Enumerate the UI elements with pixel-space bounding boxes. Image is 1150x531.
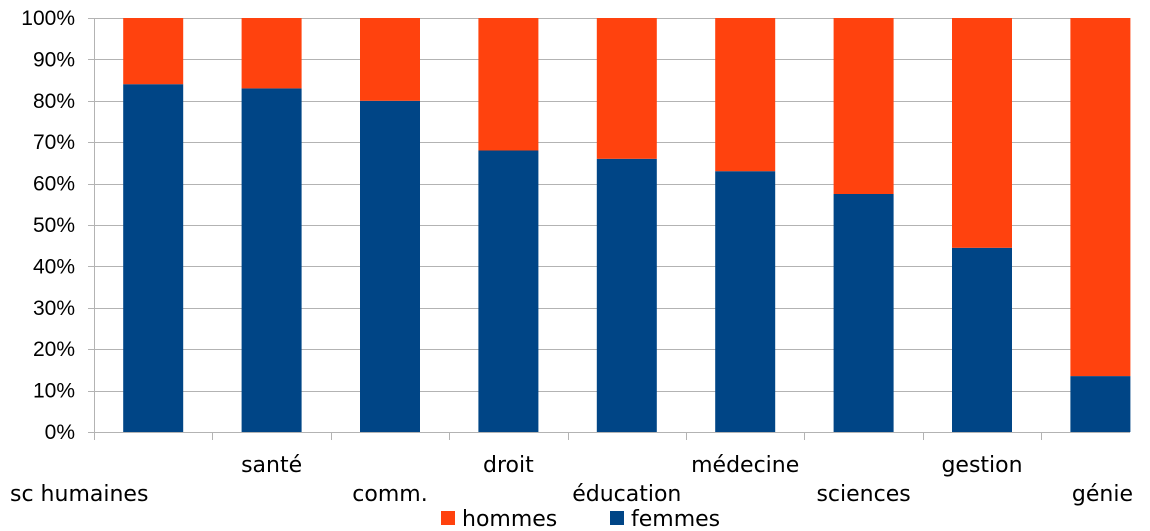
legend: hommes femmes [441, 507, 720, 531]
legend-label-hommes: hommes [462, 507, 557, 531]
y-axis-tick-labels: 0% 10% 20% 30% 40% 50% 60% 70% 80% 90% 100% [21, 7, 75, 444]
y-tick-label: 50% [33, 214, 75, 237]
y-tick-label: 10% [33, 380, 75, 403]
legend-label-femmes: femmes [631, 507, 720, 531]
y-tick-label: 100% [21, 7, 75, 30]
y-tick-label: 90% [33, 48, 75, 71]
x-category-label: santé [241, 453, 302, 478]
legend-swatch-femmes [610, 511, 624, 525]
bar-hommes [596, 18, 657, 159]
bar-hommes [478, 18, 539, 151]
bar-hommes [241, 18, 302, 89]
bars [123, 18, 1131, 433]
y-tick-label: 80% [33, 90, 75, 113]
axes [88, 18, 1130, 440]
y-tick-label: 60% [33, 173, 75, 196]
x-category-label: sc humaines [10, 482, 148, 507]
y-tick-label: 0% [45, 421, 75, 444]
x-axis-category-labels: sc humaines santé comm. droit éducation médec… [10, 453, 1133, 507]
bar-femmes [478, 150, 539, 432]
bar-femmes [1070, 376, 1131, 432]
x-category-label: droit [483, 453, 534, 478]
x-category-label: éducation [572, 482, 681, 507]
bar-femmes [241, 88, 302, 433]
bar-hommes [952, 18, 1012, 248]
legend-swatch-hommes [441, 511, 455, 525]
x-category-label: médecine [691, 453, 799, 478]
bar-femmes [123, 84, 184, 432]
bar-femmes [596, 158, 657, 433]
bar-hommes [1070, 18, 1131, 377]
bar-hommes [715, 18, 776, 172]
bar-femmes [715, 171, 776, 432]
x-category-label: sciences [816, 482, 910, 507]
bar-femmes [833, 194, 894, 432]
y-tick-label: 20% [33, 338, 75, 361]
bar-hommes [833, 18, 894, 194]
x-category-label: comm. [352, 482, 427, 507]
bar-hommes [123, 18, 184, 85]
y-tick-label: 30% [33, 297, 75, 320]
bar-hommes [360, 18, 420, 101]
y-tick-label: 40% [33, 255, 75, 278]
x-category-label: gestion [941, 453, 1022, 478]
bar-femmes [952, 247, 1012, 432]
x-category-label: génie [1072, 482, 1133, 507]
y-tick-label: 70% [33, 131, 75, 154]
bar-femmes [360, 100, 420, 433]
